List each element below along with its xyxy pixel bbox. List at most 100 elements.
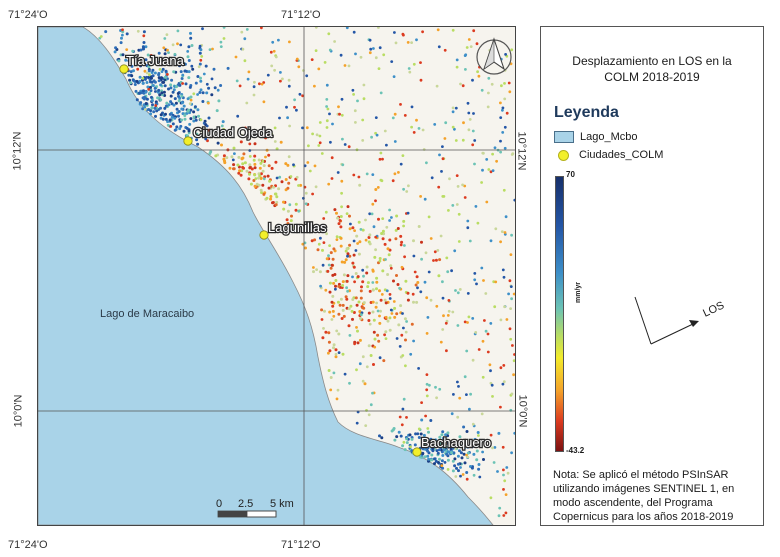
ps-point — [384, 258, 387, 261]
ps-point — [440, 170, 443, 173]
ps-point — [104, 30, 108, 34]
ps-point — [489, 433, 493, 437]
ps-point — [462, 121, 465, 125]
ps-point — [463, 320, 467, 324]
ps-point — [500, 230, 504, 234]
ps-point — [262, 192, 266, 196]
legend-note: Nota: Se aplicó el método PSInSAR utiliz… — [553, 469, 735, 523]
legend-item-lake[interactable]: Lago_Mcbo — [554, 131, 638, 143]
ps-point — [444, 442, 447, 445]
ps-point — [455, 58, 459, 62]
ps-point — [329, 251, 333, 255]
ps-point — [208, 48, 212, 51]
map-frame[interactable]: Tía Juana Ciudad Ojeda Lagunillas Bachaq… — [37, 26, 516, 526]
ps-point — [467, 38, 471, 41]
scale-bar: 0 2.5 5 km — [216, 498, 294, 518]
ps-point — [456, 185, 460, 188]
ps-point — [456, 415, 460, 419]
ps-point — [359, 289, 363, 293]
ps-point — [173, 128, 177, 132]
ps-point — [379, 151, 383, 155]
ps-point — [393, 315, 397, 319]
ps-point — [368, 212, 372, 216]
ps-point — [340, 317, 344, 320]
ps-point — [383, 129, 387, 133]
map-canvas[interactable]: Tía Juana Ciudad Ojeda Lagunillas Bachaq… — [38, 27, 515, 525]
ps-point — [192, 110, 196, 114]
ps-point — [314, 185, 318, 189]
ps-point — [356, 242, 359, 245]
ps-point — [131, 49, 135, 53]
ps-point — [499, 405, 502, 409]
ps-point — [403, 317, 407, 321]
ps-point — [503, 82, 506, 85]
ps-point — [163, 37, 167, 40]
ps-point — [437, 45, 441, 49]
ps-point — [370, 135, 373, 139]
ps-point — [365, 365, 369, 369]
ps-point — [250, 167, 254, 171]
ps-point — [259, 161, 263, 165]
ps-point — [317, 67, 321, 71]
ps-point — [354, 272, 358, 275]
legend-item-cities[interactable]: Ciudades_COLM — [554, 149, 663, 161]
ps-point — [169, 62, 172, 65]
ps-point — [330, 156, 334, 160]
ps-point — [361, 306, 365, 310]
city-marker-ciudad-ojeda[interactable] — [183, 136, 193, 146]
ps-point — [322, 327, 325, 330]
ps-point — [434, 459, 438, 463]
ramp-min-label: -43.2 — [566, 446, 585, 455]
ps-point — [459, 466, 462, 469]
ps-point — [331, 309, 335, 313]
ps-point — [393, 438, 397, 442]
ps-point — [138, 79, 142, 83]
ps-point — [396, 227, 400, 230]
ps-point — [177, 94, 180, 98]
ps-point — [246, 77, 250, 81]
ps-point — [425, 161, 428, 165]
ps-point — [353, 229, 356, 233]
ps-point — [330, 318, 334, 321]
ps-point — [380, 293, 384, 296]
ps-point — [114, 46, 118, 50]
ps-point — [275, 195, 279, 199]
ps-point — [262, 100, 266, 104]
ps-point — [483, 319, 486, 322]
ps-point — [388, 297, 392, 300]
ps-point — [219, 40, 223, 44]
ps-point — [370, 212, 374, 216]
ps-point — [463, 184, 467, 188]
city-marker-bachaquero[interactable] — [412, 447, 422, 457]
ps-point — [334, 352, 338, 356]
city-marker-lagunillas[interactable] — [259, 230, 269, 240]
ps-point — [337, 105, 340, 109]
ps-point — [352, 30, 356, 34]
ps-point — [170, 115, 174, 119]
ps-point — [121, 28, 124, 32]
ps-point — [415, 38, 418, 42]
ps-point — [301, 94, 304, 98]
ps-point — [345, 212, 349, 216]
ps-point — [157, 88, 161, 92]
ps-point — [196, 142, 200, 146]
ps-point — [442, 314, 445, 318]
ps-point — [405, 320, 408, 323]
ps-point — [222, 37, 226, 40]
ps-point — [489, 369, 492, 373]
city-marker-tia-juana[interactable] — [119, 64, 129, 74]
ps-point — [366, 281, 370, 285]
ps-point — [175, 107, 179, 111]
ps-point — [450, 269, 453, 273]
ps-point — [267, 164, 271, 168]
ps-point — [289, 219, 293, 223]
ps-point — [371, 310, 375, 314]
ps-point — [137, 91, 141, 95]
ps-point — [143, 69, 147, 73]
ps-point — [352, 311, 356, 314]
ps-point — [481, 375, 485, 379]
ps-point — [465, 349, 469, 353]
ps-point — [341, 163, 345, 167]
legend-item-lake-label: Lago_Mcbo — [580, 131, 638, 143]
ps-point — [328, 48, 332, 52]
